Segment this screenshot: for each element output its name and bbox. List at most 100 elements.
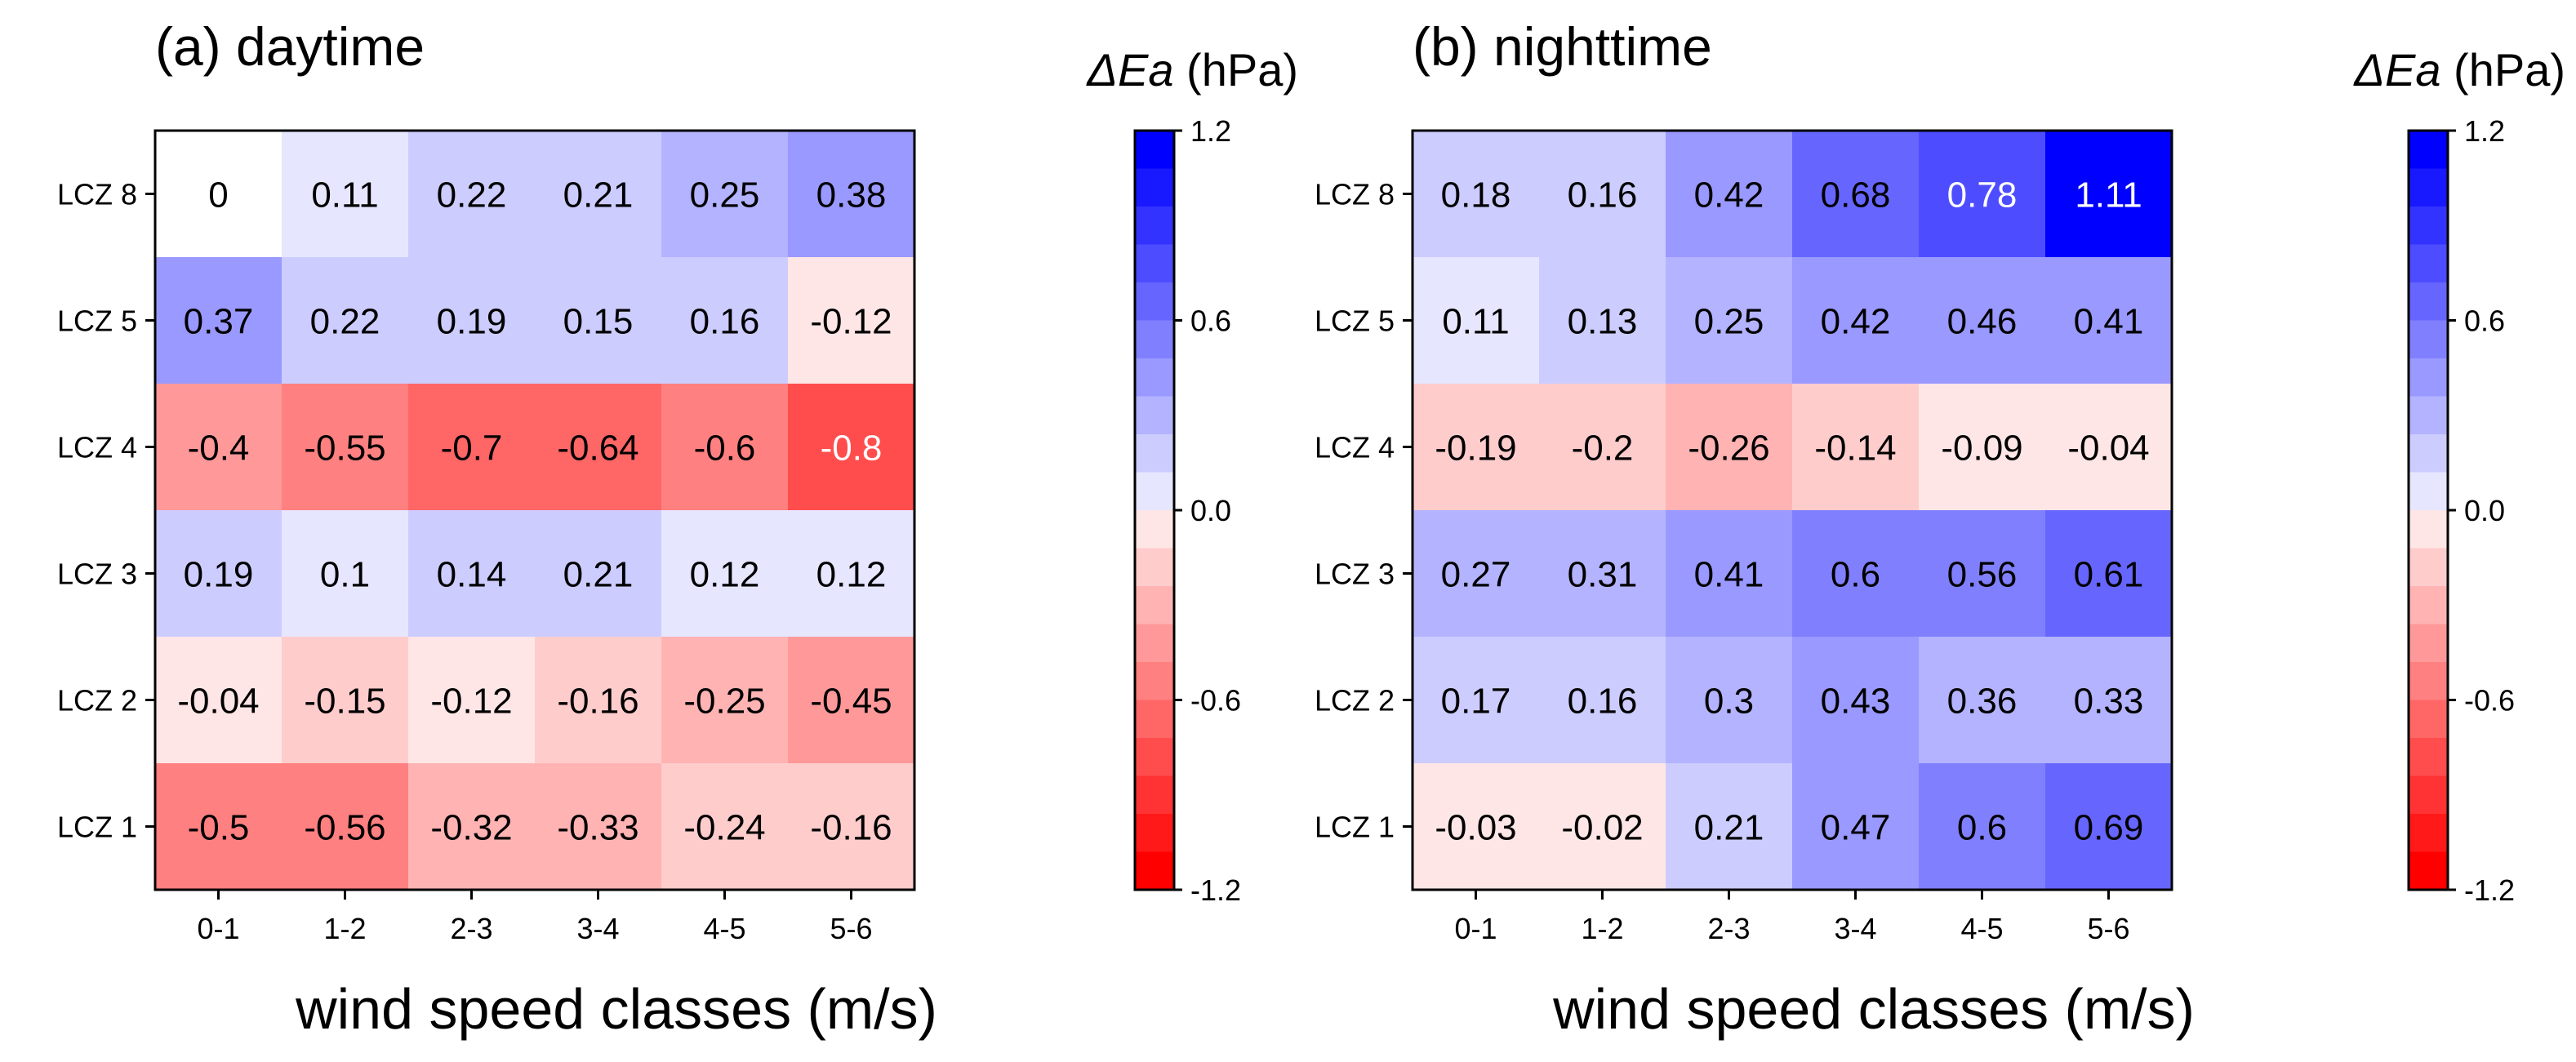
colorbar-segment xyxy=(2409,814,2448,853)
cell-value-label: 0.16 xyxy=(1568,176,1638,216)
heatmap-cell xyxy=(788,637,914,763)
cell-value-label: -0.8 xyxy=(821,429,883,469)
heatmap-cell xyxy=(661,510,788,637)
colorbar-segment xyxy=(1135,131,1174,170)
heatmap-cell xyxy=(1792,637,1919,763)
y-tick-label: LCZ 2 xyxy=(1315,684,1395,718)
x-tick-label: 5-6 xyxy=(830,912,872,945)
x-tick-label: 2-3 xyxy=(1707,912,1750,945)
heatmap-cell xyxy=(788,763,914,890)
plot-frame xyxy=(1411,129,2173,891)
colorbar-segment xyxy=(2409,320,2448,359)
cell-value-label: 0 xyxy=(208,176,228,216)
cell-value-label: -0.09 xyxy=(1941,429,2022,469)
cell-value-label: 0.12 xyxy=(690,555,760,595)
heatmap-cell xyxy=(2045,763,2172,890)
colorbar-tick-label: -0.6 xyxy=(2464,684,2515,718)
cell-value-label: -0.6 xyxy=(694,429,756,469)
colorbar-segment xyxy=(1135,434,1174,473)
heatmap-cell xyxy=(1919,763,2045,890)
cell-value-label: 0.43 xyxy=(1821,682,1891,722)
colorbar-segment xyxy=(2409,624,2448,663)
colorbar-label-symbol: ΔEa xyxy=(1085,44,1173,96)
heatmap-cell xyxy=(788,257,914,384)
heatmap-cell xyxy=(1666,257,1792,384)
heatmap-cell xyxy=(2045,131,2172,257)
colorbar-tick-label: 1.2 xyxy=(2464,114,2505,148)
colorbar-segment xyxy=(2409,548,2448,587)
x-tick-label: 1-2 xyxy=(323,912,366,945)
cell-value-label: -0.45 xyxy=(810,682,892,722)
y-tick-label: LCZ 4 xyxy=(57,431,137,464)
cell-value-label: 0.21 xyxy=(563,176,634,216)
cell-value-label: 0.42 xyxy=(1694,176,1764,216)
heatmap-cell xyxy=(661,257,788,384)
x-tick-label: 4-5 xyxy=(703,912,745,945)
colorbar-segment xyxy=(2409,586,2448,625)
y-tick-label: LCZ 5 xyxy=(1315,304,1395,338)
x-tick-label: 2-3 xyxy=(450,912,492,945)
heatmap-cell xyxy=(155,637,282,763)
cell-value-label: 0.12 xyxy=(816,555,887,595)
x-axis-label: wind speed classes (m/s) xyxy=(1552,977,2195,1041)
y-tick-label: LCZ 2 xyxy=(57,684,137,718)
colorbar-tick-label: -1.2 xyxy=(2464,873,2515,907)
cell-value-label: -0.12 xyxy=(810,302,892,342)
cell-value-label: -0.19 xyxy=(1435,429,1516,469)
colorbar-label: ΔEa (hPa) xyxy=(1085,44,1298,96)
colorbar-segment xyxy=(2409,168,2448,207)
colorbar-segment xyxy=(2409,131,2448,170)
heatmap-cell xyxy=(535,257,661,384)
colorbar-segment xyxy=(2409,510,2448,549)
y-tick-label: LCZ 1 xyxy=(57,811,137,844)
cell-value-label: -0.03 xyxy=(1435,808,1516,848)
cell-value-label: 0.21 xyxy=(1694,808,1764,848)
colorbar-segment xyxy=(2409,851,2448,891)
cell-value-label: 0.33 xyxy=(2074,682,2144,722)
heatmap-cell xyxy=(535,510,661,637)
colorbar-tick-label: 0.0 xyxy=(2464,494,2505,527)
heatmap-cell xyxy=(1792,763,1919,890)
cell-value-label: 0.69 xyxy=(2074,808,2144,848)
colorbar-segment xyxy=(2409,700,2448,739)
cell-value-label: -0.26 xyxy=(1688,429,1769,469)
colorbar-segment xyxy=(1135,320,1174,359)
heatmap-cell xyxy=(2045,384,2172,510)
panel-title: (b) nighttime xyxy=(1413,16,1712,77)
heatmap-cell xyxy=(2045,510,2172,637)
heatmap-cell xyxy=(1413,763,1539,890)
cell-value-label: 0.37 xyxy=(184,302,254,342)
heatmap-cell xyxy=(155,257,282,384)
colorbar-segment xyxy=(2409,282,2448,322)
cell-value-label: 0.25 xyxy=(1694,302,1764,342)
cell-value-label: 0.22 xyxy=(310,302,380,342)
heatmap-cell xyxy=(282,131,408,257)
colorbar-label-symbol: ΔEa xyxy=(2352,44,2440,96)
heatmap-cell xyxy=(788,510,914,637)
cell-value-label: 0.22 xyxy=(437,176,507,216)
colorbar-segment xyxy=(1135,662,1174,701)
colorbar-tick-label: 0.6 xyxy=(2464,304,2505,338)
heatmap-cell xyxy=(1792,384,1919,510)
heatmap-cell xyxy=(2045,257,2172,384)
colorbar-segment xyxy=(1135,775,1174,815)
heatmap-cell xyxy=(282,510,408,637)
heatmap-cell xyxy=(1539,637,1666,763)
cell-value-label: -0.16 xyxy=(557,682,638,722)
heatmap-cell xyxy=(1666,510,1792,637)
cell-value-label: 0.21 xyxy=(563,555,634,595)
cell-value-label: -0.12 xyxy=(430,682,512,722)
heatmap-cell xyxy=(661,763,788,890)
cell-value-label: 0.18 xyxy=(1441,176,1511,216)
cell-value-label: 0.41 xyxy=(1694,555,1764,595)
heatmap-cell xyxy=(1919,257,2045,384)
colorbar-segment xyxy=(1135,814,1174,853)
cell-value-label: 0.17 xyxy=(1441,682,1511,722)
cell-value-label: -0.56 xyxy=(304,808,385,848)
panel-b: 0.18 0.16 0.42 0.68 0.78 1.11 0.11 0.13 0.25 0.42… xyxy=(1315,16,2565,1041)
heatmap-cell xyxy=(155,510,282,637)
cell-value-label: 0.42 xyxy=(1821,302,1891,342)
heatmap-cell xyxy=(1539,510,1666,637)
heatmap-cell xyxy=(282,763,408,890)
